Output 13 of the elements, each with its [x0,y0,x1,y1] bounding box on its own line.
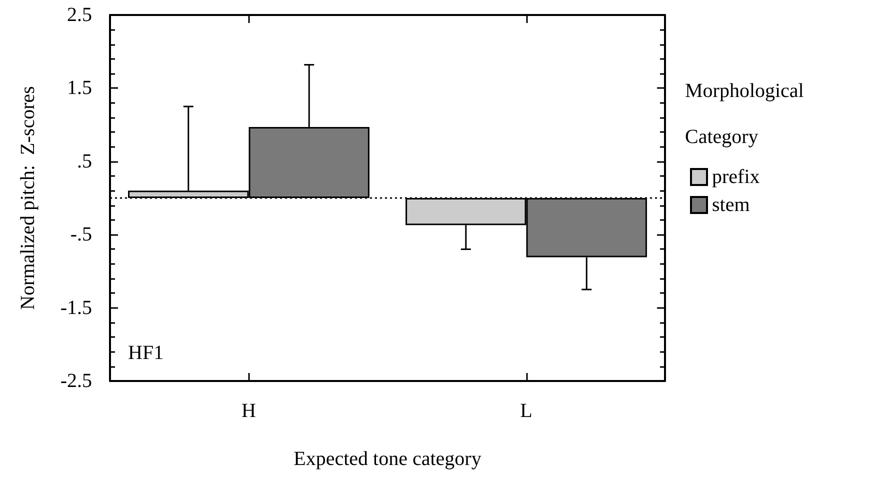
y-tick-label: -2.5 [60,370,92,392]
y-tick-label: .5 [77,150,92,172]
legend-label: prefix [712,166,760,188]
y-axis-title: Normalized pitch: Z-scores [17,86,39,310]
x-axis-title: Expected tone category [294,448,482,470]
y-tick-label: 2.5 [67,4,92,26]
x-tick-label: H [242,400,256,422]
x-tick-label: L [520,400,532,422]
annotation: HF1 [128,342,164,364]
y-tick-label: -.5 [70,224,92,246]
y-tick-label: 1.5 [67,77,92,100]
legend-label: stem [712,194,750,216]
y-tick-label: -1.5 [60,296,92,319]
